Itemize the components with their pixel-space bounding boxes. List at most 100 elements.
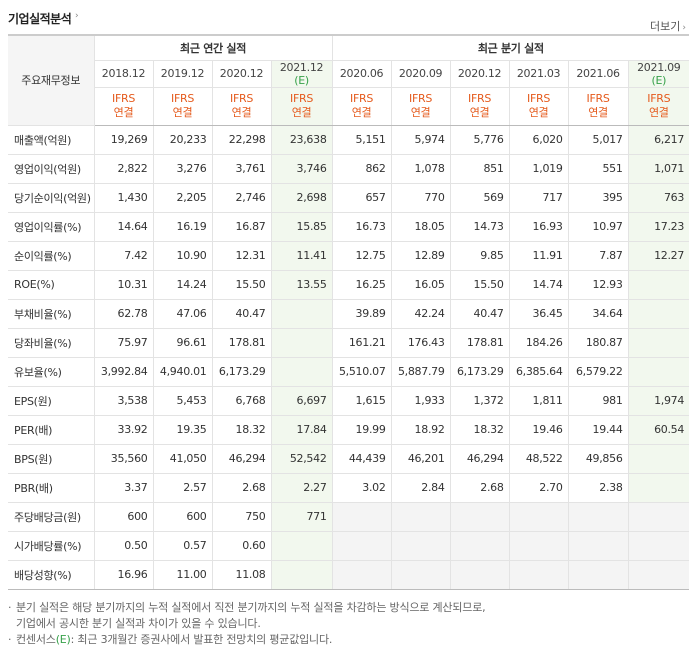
quarter-value-cell: 34.64 [568,299,629,329]
basis-consolidation: 연결 [291,106,312,119]
quarter-value-cell [509,560,569,590]
quarter-value-cell: 981 [568,386,629,416]
table-row: 부채비율(%) 62.78 47.06 40.47 39.89 42.24 40.47 36.… [8,299,690,329]
basis-standard: IFRS [527,92,551,105]
quarter-value-cell: 6,217 [628,125,690,155]
annual-value-cell: 18.32 [212,415,272,445]
quarter-value-cell [391,502,451,532]
estimate-mark: (E) [294,73,309,87]
table-row: 당좌비율(%) 75.97 96.61 178.81 161.21 176.43 178.8… [8,328,690,358]
quarter-value-cell: 1,811 [509,386,569,416]
table-row: 영업이익률(%) 14.64 16.19 16.87 15.85 16.73 18.05 14… [8,212,690,242]
annual-value-cell: 23,638 [271,125,333,155]
annual-value-cell: 2,205 [153,183,213,213]
row-label: 부채비율(%) [8,299,95,329]
quarter-value-cell: 6,579.22 [568,357,629,387]
period-label: 2020.12 [219,67,264,80]
basis-standard: IFRS [647,92,671,105]
footnote-consensus-label: 컨센서스 [16,633,56,646]
annual-value-cell: 2.57 [153,473,213,503]
quarter-value-cell: 49,856 [568,444,629,474]
period-header: 2020.06 [331,60,392,88]
quarter-value-cell: 18.05 [391,212,451,242]
table-row: 배당성향(%) 16.96 11.00 11.08 [8,560,690,590]
period-label: 2019.12 [160,67,205,80]
quarter-value-cell: 1,372 [450,386,510,416]
annual-value-cell: 33.92 [94,415,154,445]
basis-consolidation: 연결 [231,106,252,119]
quarter-value-cell: 5,510.07 [331,357,392,387]
table-row: ROE(%) 10.31 14.24 15.50 13.55 16.25 16.05 15.5… [8,270,690,300]
quarter-value-cell: 12.75 [331,241,392,271]
basis-header: IFRS 연결 [450,87,510,126]
basis-header: IFRS 연결 [331,87,392,126]
period-label: 2021.03 [516,67,561,80]
annual-value-cell: 4,940.01 [153,357,213,387]
annual-value-cell: 46,294 [212,444,272,474]
annual-value-cell [271,531,333,561]
row-label: 배당성향(%) [8,560,95,590]
quarter-value-cell: 851 [450,154,510,184]
quarter-value-cell: 16.93 [509,212,569,242]
quarter-value-cell [628,357,690,387]
quarter-value-cell [628,444,690,474]
footnote-quarterly-cont: 기업에서 공시한 분기 실적과 차이가 있을 수 있습니다. [16,617,261,630]
quarter-value-cell: 16.73 [331,212,392,242]
annual-value-cell: 2,746 [212,183,272,213]
quarter-value-cell [628,531,690,561]
quarter-value-cell: 18.92 [391,415,451,445]
annual-value-cell: 0.50 [94,531,154,561]
footnote-text: 분기 실적은 해당 분기까지의 누적 실적에서 직전 분기까지의 누적 실적을 … [16,601,486,614]
quarter-value-cell: 15.50 [450,270,510,300]
basis-header: IFRS 연결 [568,87,629,126]
footnote-estimate-mark: (E) [55,633,71,646]
annual-value-cell: 11.41 [271,241,333,271]
quarter-value-cell: 1,071 [628,154,690,184]
annual-value-cell: 16.87 [212,212,272,242]
period-header: 2021.06 [568,60,629,88]
annual-value-cell: 17.84 [271,415,333,445]
quarter-value-cell: 178.81 [450,328,510,358]
annual-value-cell: 15.85 [271,212,333,242]
quarter-value-cell: 161.21 [331,328,392,358]
annual-value-cell: 0.57 [153,531,213,561]
footnote-consensus-text: : 최근 3개월간 증권사에서 발표한 전망치의 평균값입니다. [70,633,333,646]
quarter-value-cell: 5,974 [391,125,451,155]
quarter-value-cell: 551 [568,154,629,184]
quarter-value-cell: 39.89 [331,299,392,329]
quarter-value-cell [450,502,510,532]
quarter-value-cell [628,328,690,358]
annual-value-cell: 2.27 [271,473,333,503]
table-row: 주당배당금(원) 600 600 750 771 [8,502,690,532]
annual-value-cell: 1,430 [94,183,154,213]
period-header: 2021.12 (E) [271,60,333,88]
quarter-value-cell: 16.05 [391,270,451,300]
annual-value-cell: 3.37 [94,473,154,503]
annual-value-cell: 52,542 [271,444,333,474]
table-body: 매출액(억원) 19,269 20,233 22,298 23,638 5,151 5,97… [8,125,690,590]
quarter-value-cell: 2.38 [568,473,629,503]
annual-group-header: 최근 연간 실적 [94,34,333,61]
basis-standard: IFRS [468,92,492,105]
table-row: BPS(원) 35,560 41,050 46,294 52,542 44,439 46,2… [8,444,690,474]
annual-value-cell: 178.81 [212,328,272,358]
row-label: 시가배당률(%) [8,531,95,561]
table-row: 시가배당률(%) 0.50 0.57 0.60 [8,531,690,561]
annual-value-cell: 13.55 [271,270,333,300]
annual-value-cell: 7.42 [94,241,154,271]
row-label: PBR(배) [8,473,95,503]
more-link[interactable]: 더보기 › [650,18,686,34]
financial-summary-table: 주요재무정보 최근 연간 실적 최근 분기 실적 2018.12 2019.12 2… [8,34,690,590]
quarter-value-cell: 10.97 [568,212,629,242]
quarter-value-cell: 1,615 [331,386,392,416]
annual-value-cell: 75.97 [94,328,154,358]
quarter-value-cell: 569 [450,183,510,213]
basis-consolidation: 연결 [410,106,431,119]
quarter-value-cell [628,473,690,503]
annual-value-cell: 600 [153,502,213,532]
annual-value-cell: 6,768 [212,386,272,416]
quarter-value-cell: 14.73 [450,212,510,242]
period-label: 2020.09 [398,67,443,80]
quarter-value-cell [568,502,629,532]
row-label: 주당배당금(원) [8,502,95,532]
